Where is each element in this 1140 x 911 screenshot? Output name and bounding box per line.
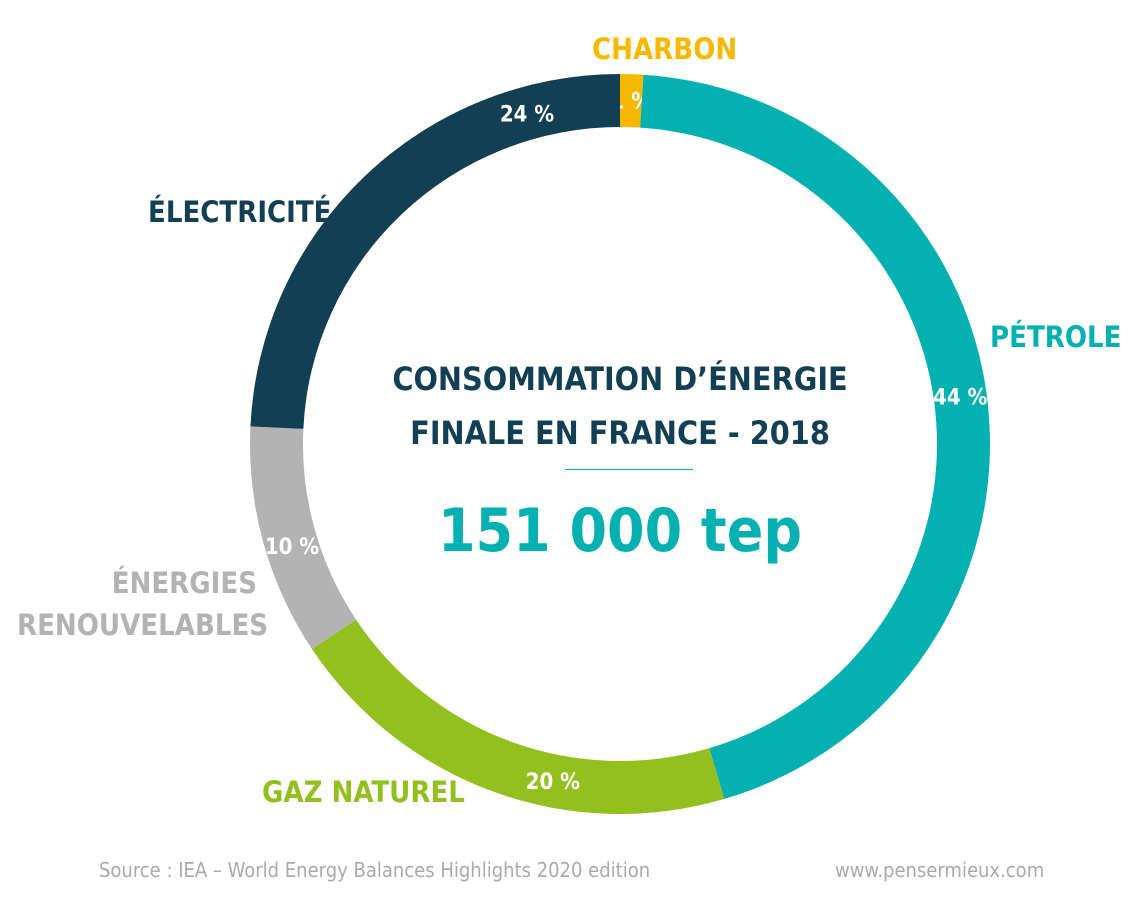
slice-3 [250,426,357,649]
value-label-1: 44 % [933,385,987,410]
slice-2 [311,619,725,814]
label-gaz-naturel: GAZ NATUREL [262,775,465,809]
label-petrole: PÉTROLE [990,320,1122,354]
value-label-2: 20 % [526,770,580,795]
total-value: 151 000 tep [438,496,802,566]
slice-0 [620,74,644,128]
value-label-3: 10 % [265,535,319,560]
slice-4 [250,74,621,429]
source-note: Source : IEA – World Energy Balances Hig… [99,858,651,882]
chart-title: CONSOMMATION D’ÉNERGIE FINALE EN FRANCE … [392,360,848,452]
label-charbon: CHARBON [592,32,738,66]
label-energies-renouvelables: ÉNERGIES RENOUVELABLES [17,566,269,642]
title-divider [565,469,693,470]
website: www.pensermieux.com [835,858,1045,882]
slice-1 [640,74,991,800]
label-electricite: ÉLECTRICITÉ [148,195,332,229]
value-label-4: 24 % [500,102,554,127]
